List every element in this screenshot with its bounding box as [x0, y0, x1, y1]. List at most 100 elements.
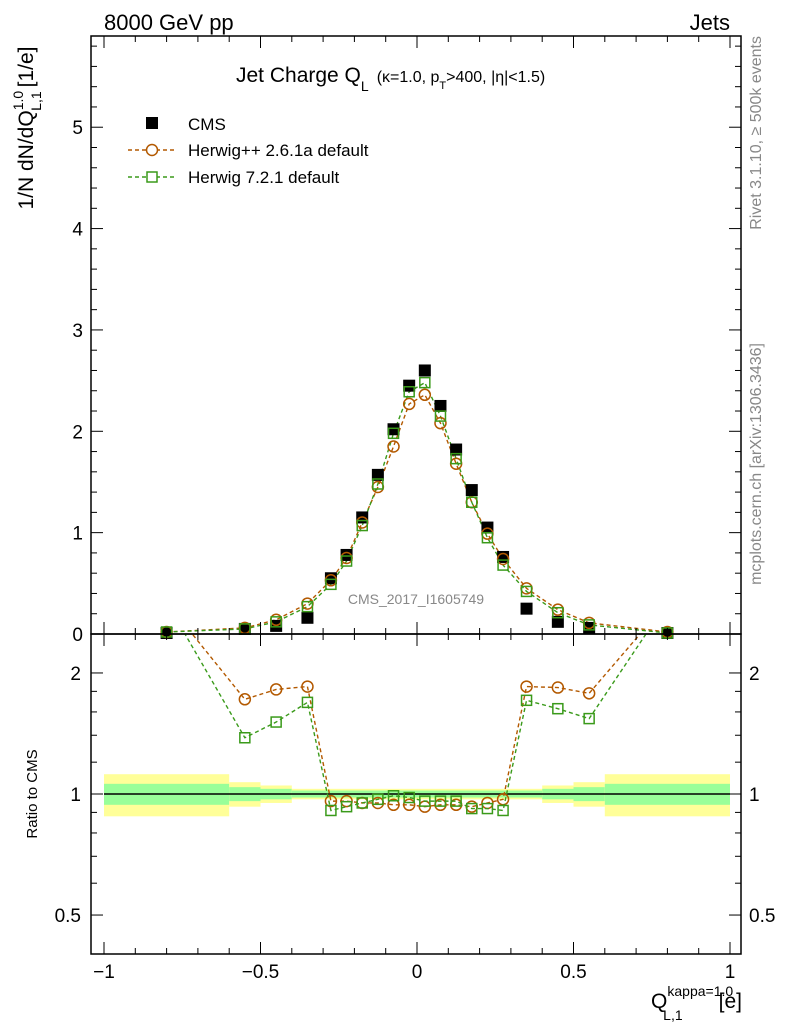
ratio-herwig7-point — [434, 795, 447, 807]
ratio-herwig7-point — [340, 800, 353, 813]
ratio-herwig7-point — [552, 702, 564, 715]
ratio-herwig7-point — [466, 802, 478, 815]
ratio-ytick-label: 2 — [70, 664, 81, 685]
ratio-herwig7-point — [481, 802, 494, 815]
main-ytick-label: 5 — [72, 118, 83, 139]
cms-data-point — [301, 611, 314, 624]
xtick-label: 0 — [412, 962, 423, 983]
ratio-ylabel: Ratio to CMS — [24, 749, 41, 838]
ratio-herwig7-point — [520, 694, 533, 707]
legend-label-cms: CMS — [188, 115, 226, 134]
ratio-herwigpp-point — [301, 680, 314, 693]
herwig7-point — [270, 616, 282, 628]
ratio-ytick-label-right: 0.5 — [749, 906, 775, 927]
cms-data-point — [371, 468, 384, 481]
ratio-herwig7-point — [583, 712, 595, 725]
xtick-label: 0.5 — [560, 962, 586, 983]
main-ytick-label: 1 — [72, 524, 83, 545]
ratio-herwig7-point — [372, 793, 384, 806]
legend-marker-cms — [146, 117, 158, 129]
herwigpp-point — [402, 397, 416, 411]
herwig7-point — [387, 427, 400, 440]
ratio-ytick-label-right: 2 — [749, 664, 760, 685]
header-process: Jets — [690, 10, 730, 35]
herwigpp-point — [418, 388, 432, 402]
ratio-herwig7-point — [239, 732, 251, 744]
herwigpp-point — [551, 603, 565, 616]
herwigpp-point — [434, 416, 447, 430]
cms-data-point — [450, 443, 463, 456]
cms-data-point — [387, 423, 400, 436]
herwig7-point — [497, 559, 509, 571]
main-ytick-label: 2 — [72, 422, 83, 443]
main-ytick-label: 4 — [72, 220, 83, 241]
ratio-ytick-label-right: 1 — [749, 785, 760, 806]
ratio-herwig7-point — [301, 696, 314, 709]
x-axis-label: Qkappa=1.0 L,1[e] — [651, 983, 742, 1023]
legend-label-herwig7: Herwig 7.2.1 default — [188, 168, 339, 187]
ratio-herwigpp-point — [582, 687, 596, 700]
ratio-herwig7-point — [270, 716, 282, 728]
ratio-herwigpp-point — [551, 681, 565, 694]
herwig7-point — [372, 478, 384, 490]
legend-label-herwigpp: Herwig++ 2.6.1a default — [188, 141, 369, 160]
herwig7-point — [434, 410, 447, 422]
ratio-herwigpp-point — [520, 680, 533, 693]
main-ytick-label: 0 — [72, 625, 83, 646]
ratio-herwig7-point — [162, 597, 172, 607]
ratio-herwig7-point — [387, 790, 400, 802]
ratio-herwigpp-point — [324, 794, 338, 808]
ratio-ytick-label: 0.5 — [55, 906, 81, 927]
ratio-herwig7-point — [662, 597, 672, 607]
herwig7-point — [301, 600, 314, 613]
xtick-label: 1 — [725, 962, 736, 983]
mcplots-label: mcplots.cern.ch [arXiv:1306.3436] — [748, 343, 765, 585]
herwig7-point — [356, 519, 368, 532]
herwig7-point — [520, 585, 533, 598]
xtick-label: −1 — [93, 962, 115, 983]
ratio-herwigpp-point — [161, 597, 172, 608]
ratio-herwig7-point — [419, 795, 431, 807]
ratio-panel: 0.5 0.5 1 1 2 2 Ratio to CMS — [24, 597, 775, 955]
legend-marker-herwig7 — [146, 171, 158, 183]
herwig7-point — [403, 386, 415, 398]
cms-data-point — [434, 399, 447, 412]
ratio-herwig7-point — [497, 804, 509, 817]
cms-data-point — [418, 364, 431, 377]
cms-data-point — [465, 484, 478, 497]
ratio-herwig7-point — [403, 791, 415, 804]
main-ytick-label: 3 — [72, 321, 83, 342]
cms-data-point — [551, 615, 564, 628]
herwig7-point — [325, 578, 337, 591]
main-ylabel: 1/N dN/dQ1.0 L,1[1/e] — [10, 46, 44, 209]
herwig7-point — [419, 376, 431, 389]
ratio-herwig7-point — [450, 795, 462, 807]
ratio-herwigpp-point — [238, 693, 252, 706]
ratio-herwig7-point — [356, 797, 368, 809]
main-panel: 0 1 2 3 4 5 CMS_2017_I1605749 Jet Charge QL (κ… — [10, 35, 742, 646]
cms-data-point — [403, 379, 416, 392]
cms-data-point — [340, 548, 353, 561]
ratio-ytick-label: 1 — [70, 785, 81, 806]
header-energy: 8000 GeV pp — [104, 10, 234, 35]
ratio-herwigpp-point — [402, 798, 416, 812]
herwigpp-point — [496, 552, 510, 566]
ratio-herwigpp-point — [269, 683, 283, 696]
herwig7-point — [583, 619, 595, 631]
herwig7-point — [481, 531, 494, 544]
legend: CMS Herwig++ 2.6.1a default Herwig 7.2.1… — [128, 115, 369, 187]
herwig7-point — [552, 606, 564, 619]
series-line — [166, 393, 668, 633]
analysis-watermark: CMS_2017_I1605749 — [348, 591, 484, 607]
plot-title: Jet Charge QL (κ=1.0, pT>400, |η|<1.5) — [236, 64, 545, 94]
legend-marker-herwigpp — [145, 143, 159, 157]
xtick-label: −0.5 — [242, 962, 280, 983]
rivet-label: Rivet 3.1.10, ≥ 500k events — [748, 36, 765, 230]
herwigpp-point — [387, 440, 400, 453]
ratio-herwig7-point — [325, 804, 337, 817]
cms-data-point — [520, 602, 533, 615]
herwig7-point — [340, 555, 353, 567]
ratio-herwigpp-point — [662, 597, 673, 608]
ratio-series-line — [184, 634, 647, 812]
